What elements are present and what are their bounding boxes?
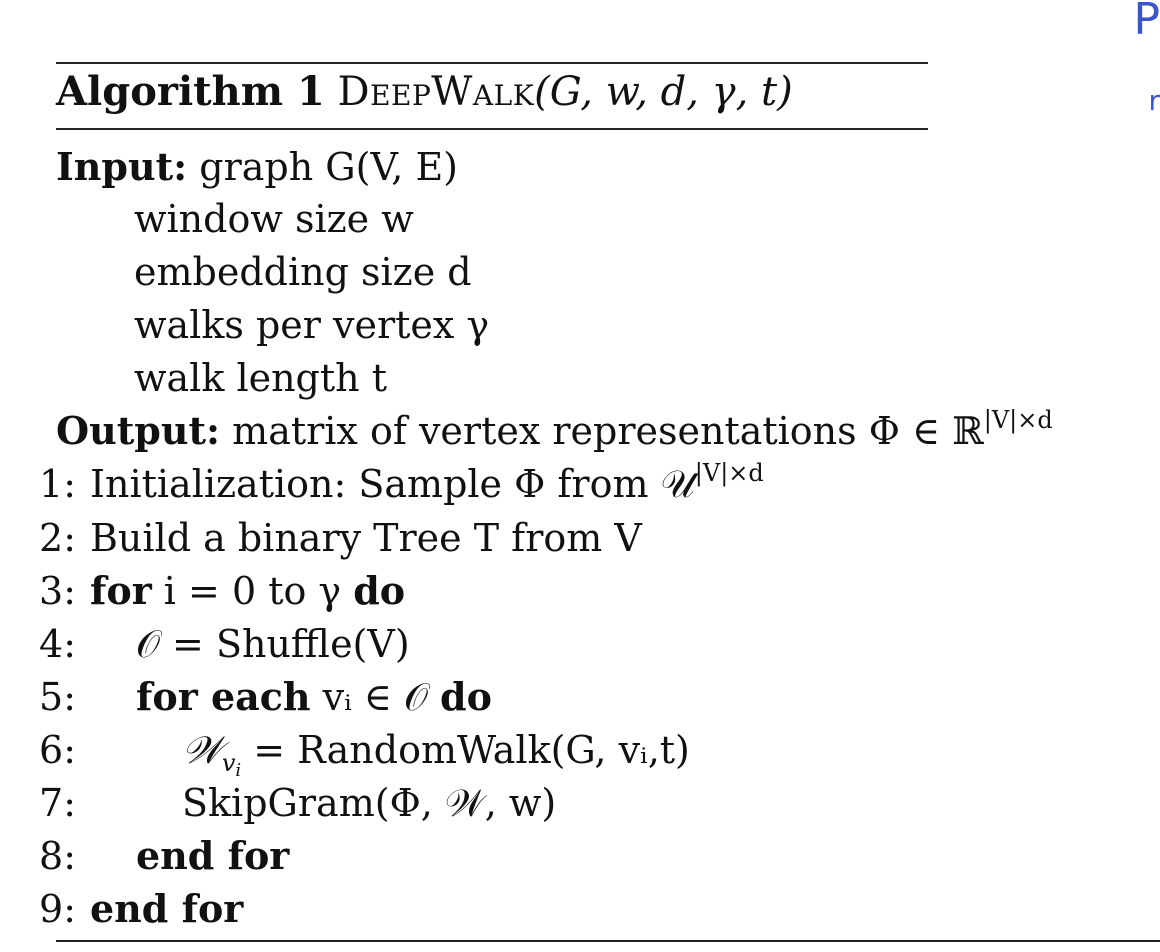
step-2: 2: Build a binary Tree T from V [20, 519, 642, 557]
step-6: 6: 𝒲vi = RandomWalk(G, vᵢ,t) [20, 728, 690, 780]
step-text: Build a binary Tree T from V [90, 516, 642, 560]
algorithm-label: Algorithm 1 [56, 68, 325, 115]
step-text: 𝒪 = Shuffle(V) [136, 622, 410, 666]
title-rule [56, 128, 928, 130]
input-item: graph G(V, E) [199, 145, 459, 189]
step-number: 1: [39, 462, 76, 506]
step-1: 1: Initialization: Sample Φ from 𝒰|V|×d [20, 461, 764, 506]
algorithm-name: DeepWalk [337, 69, 535, 115]
keyword-for-each: for each [136, 674, 311, 719]
output-keyword: Output: [56, 408, 221, 453]
input-item-window: window size w [134, 197, 414, 241]
bottom-rule [56, 940, 1160, 942]
step-number: 8: [39, 834, 76, 878]
output-superscript: |V|×d [983, 406, 1053, 434]
step-3: 3: for i = 0 to γ do [20, 569, 405, 613]
handwritten-note-2: r [1148, 84, 1160, 117]
step-text: i = 0 to γ [151, 569, 354, 613]
keyword-do: do [353, 568, 406, 613]
keyword-for: for [90, 568, 152, 613]
step-number: 3: [39, 569, 76, 613]
algorithm-title: Algorithm 1 DeepWalk(G, w, d, γ, t) [56, 68, 793, 115]
handwritten-note-1: P [1133, 0, 1160, 45]
step-text: SkipGram(Φ, 𝒲, w) [182, 781, 557, 825]
step-7: 7: SkipGram(Φ, 𝒲, w) [20, 784, 556, 822]
keyword-end-for: end for [136, 833, 290, 878]
input-item-walks: walks per vertex γ [134, 303, 490, 347]
step-8: 8: end for [20, 834, 289, 878]
step-superscript: |V|×d [694, 459, 764, 487]
output-text: matrix of vertex representations Φ ∈ ℝ [232, 409, 984, 453]
input-item-embedding: embedding size d [134, 250, 472, 294]
step-text: Initialization: Sample Φ from 𝒰 [90, 462, 695, 506]
top-rule [56, 62, 928, 64]
step-number: 4: [39, 622, 76, 666]
step-text: vᵢ ∈ 𝒪 [310, 675, 441, 719]
step-9: 9: end for [20, 887, 243, 931]
step-5: 5: for each vᵢ ∈ 𝒪 do [20, 675, 492, 719]
input-item-length: walk length t [134, 356, 387, 400]
step-number: 2: [39, 516, 76, 560]
step-number: 9: [39, 887, 76, 931]
keyword-end-for: end for [90, 886, 244, 931]
input-line: Input: graph G(V, E) [56, 145, 459, 189]
step-number: 5: [39, 675, 76, 719]
step-4: 4: 𝒪 = Shuffle(V) [20, 625, 410, 663]
step-text: = RandomWalk(G, vᵢ,t) [253, 728, 690, 772]
step-number: 6: [39, 728, 76, 772]
input-keyword: Input: [56, 144, 188, 189]
keyword-do: do [440, 674, 492, 719]
output-line: Output: matrix of vertex representations… [56, 408, 1053, 453]
algorithm-params: (G, w, d, γ, t) [534, 69, 793, 115]
step-number: 7: [39, 781, 76, 825]
